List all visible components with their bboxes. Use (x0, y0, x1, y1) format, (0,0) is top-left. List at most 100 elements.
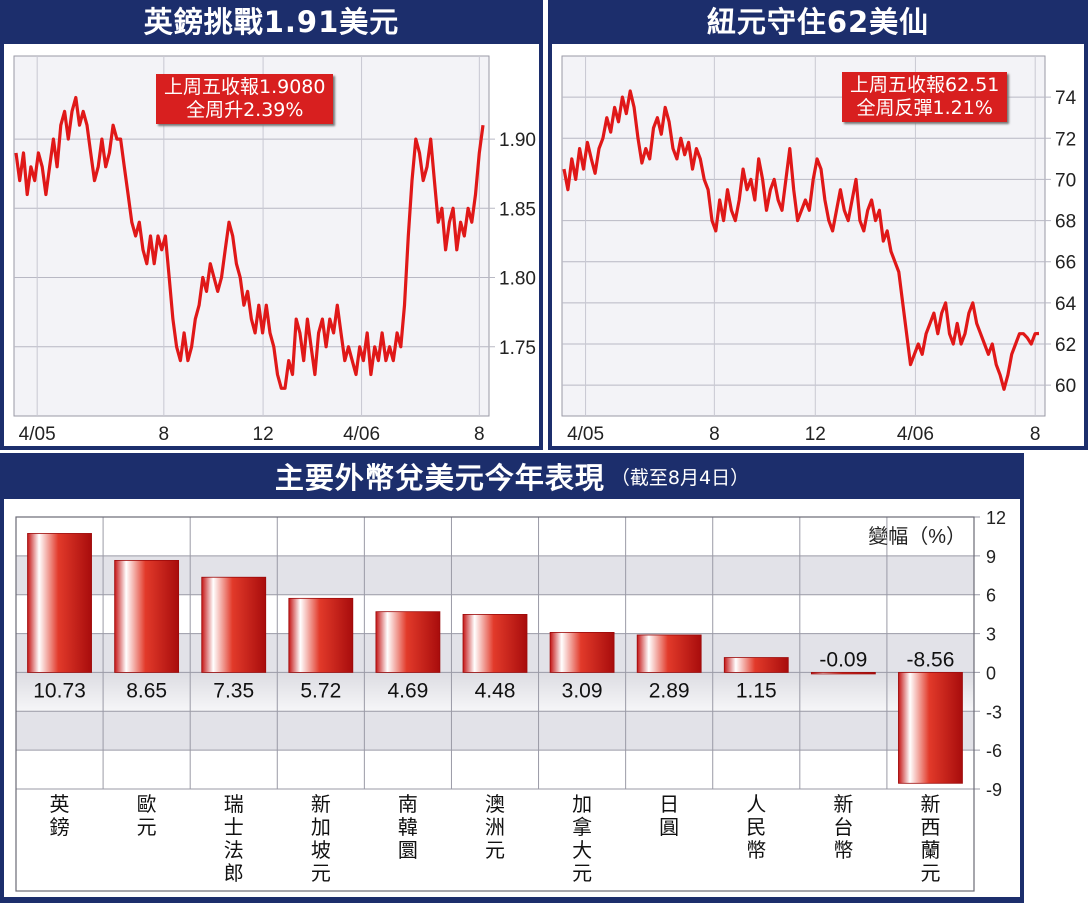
currency-performance-title: 主要外幣兌美元今年表現 (274, 461, 605, 495)
nzd-y-tick-label: 70 (1055, 170, 1076, 191)
bar (375, 611, 441, 673)
nzd-x-tick-label: 4/06 (897, 424, 934, 445)
bar-value-label: 7.35 (213, 679, 254, 702)
gbp-chart-panel: 英鎊挑戰1.91美元 1.75 1.80 1.85 1.90 4/05 8 12 4/06 8 … (0, 0, 543, 450)
currency-bar-chart: 12 9 6 3 0 -3 -6 -9 變幅（%） 10.73 英鎊 8.65 歐元 7.35 瑞士法郎 5.… (15, 508, 1006, 892)
bar-category-char: 法 (224, 839, 244, 862)
bar-category-label: 新加坡元 (311, 793, 331, 885)
bar-category-char: 元 (137, 817, 157, 839)
bar-category-label: 澳洲元 (485, 793, 505, 862)
nzd-chart-panel: 紐元守住62美仙 60 62 64 66 68 70 72 74 4/05 8 12 4/06 8 上周… (548, 0, 1088, 450)
bar-category-char: 幣 (746, 839, 766, 862)
bar-category-char: 坡 (311, 839, 331, 862)
bar-category-char: 澳 (485, 793, 505, 816)
gbp-x-tick-label: 8 (159, 424, 170, 445)
gbp-x-tick-label: 8 (474, 424, 485, 445)
bar-category-char: 蘭 (920, 839, 940, 862)
bar-value-label: 2.89 (649, 679, 690, 702)
bar-category-label: 日圓 (659, 794, 679, 839)
nzd-x-tick-label: 4/05 (567, 424, 604, 445)
bar-category-char: 郎 (224, 862, 244, 885)
bar (201, 576, 267, 673)
bar-y-tick-label: -9 (986, 780, 1002, 800)
bar-category-char: 元 (920, 863, 940, 885)
currency-performance-header: 主要外幣兌美元今年表現 （截至8月4日） (0, 453, 1024, 499)
bar-y-tick-label: 3 (986, 625, 996, 645)
bar-category-char: 新 (920, 793, 940, 816)
bar-category-char: 元 (572, 863, 592, 885)
bar-category-char: 新 (311, 793, 331, 816)
gbp-callout-close: 上周五收報1.9080 (164, 76, 326, 98)
gbp-x-tick-label: 12 (253, 424, 274, 445)
bar-category-char: 歐 (137, 793, 157, 816)
bar-value-label: 3.09 (562, 679, 603, 702)
bar-value-label: 8.65 (126, 679, 167, 702)
bar (810, 672, 876, 675)
bar-category-char: 韓 (398, 816, 418, 839)
bar-category-char: 大 (572, 839, 592, 862)
bar-category-char: 鎊 (50, 816, 70, 839)
bar-band (16, 517, 974, 556)
bar-value-label: -8.56 (907, 648, 955, 671)
bar-category-label: 歐元 (137, 793, 157, 839)
gbp-series-line (14, 95, 485, 390)
bar-value-label: 5.72 (300, 679, 341, 702)
nzd-y-tick-label: 72 (1055, 129, 1076, 150)
bar-y-tick-label: -3 (986, 702, 1002, 722)
bar-frame (15, 516, 975, 892)
gbp-x-tick-label: 4/05 (19, 424, 56, 445)
bar-value-label: 4.69 (387, 679, 428, 702)
bar-y-tick-label: -6 (986, 741, 1002, 761)
bar-y-tick-label: 0 (986, 663, 996, 683)
gbp-x-tick-label: 4/06 (343, 424, 380, 445)
nzd-callout: 上周五收報62.51 全周反彈1.21% (842, 72, 1008, 122)
bar-band (16, 750, 974, 789)
bar-value-label: 10.73 (33, 679, 86, 702)
bar-y-tick-label: 6 (986, 586, 996, 606)
bar (27, 533, 92, 673)
currency-performance-panel: 主要外幣兌美元今年表現 （截至8月4日） 12 9 6 3 0 -3 -6 -9 變幅（%） 10… (0, 453, 1024, 903)
gbp-y-tick-label: 1.90 (499, 130, 536, 151)
bar (549, 632, 615, 673)
bar (462, 614, 528, 673)
bar-category-char: 瑞 (224, 793, 244, 816)
bar-category-char: 幣 (833, 839, 853, 862)
bar-unit-label: 變幅（%） (868, 525, 966, 548)
gbp-chart-title: 英鎊挑戰1.91美元 (143, 5, 400, 39)
currency-performance-subtitle: （截至8月4日） (610, 466, 750, 489)
bar-category-char: 拿 (572, 815, 592, 839)
bar-category-label: 英鎊 (50, 793, 70, 839)
bar-value-label: 4.48 (475, 679, 516, 702)
gbp-chart-body: 1.75 1.80 1.85 1.90 4/05 8 12 4/06 8 上周五收報1.9080… (4, 44, 539, 446)
nzd-y-tick-label: 60 (1055, 376, 1076, 397)
bar-category-char: 人 (746, 793, 766, 816)
bar-category-label: 新西蘭元 (920, 793, 940, 885)
nzd-y-tick-label: 74 (1055, 88, 1077, 109)
bar-y-tick-label: 9 (986, 547, 996, 567)
bar (288, 597, 354, 673)
bar-category-char: 士 (224, 816, 244, 839)
nzd-x-tick-label: 12 (805, 424, 826, 445)
bar-category-label: 新台幣 (833, 793, 853, 862)
gbp-callout-change: 全周升2.39% (186, 99, 304, 121)
bar-category-char: 圜 (398, 840, 418, 862)
bar-category-label: 瑞士法郎 (224, 793, 244, 885)
bar-y-tick-label: 12 (986, 508, 1006, 528)
bar-category-char: 民 (746, 817, 766, 839)
nzd-y-tick-label: 62 (1055, 335, 1076, 356)
nzd-series-line (562, 89, 1040, 391)
gbp-y-tick-label: 1.80 (499, 269, 536, 290)
nzd-x-tick-label: 8 (1030, 424, 1041, 445)
gbp-y-tick-label: 1.85 (499, 199, 536, 220)
bar-category-label: 南韓圜 (398, 793, 418, 862)
bar-category-char: 西 (920, 817, 940, 839)
bar-category-char: 加 (572, 793, 592, 816)
gbp-y-tick-label: 1.75 (499, 338, 536, 359)
nzd-callout-close: 上周五收報62.51 (850, 74, 1000, 96)
bar-category-char: 日 (659, 794, 679, 816)
bar-zero-band (16, 672, 974, 712)
nzd-y-tick-label: 64 (1055, 294, 1077, 315)
bar-category-char: 新 (833, 793, 853, 816)
bar (636, 634, 702, 673)
bar-band (16, 711, 974, 751)
